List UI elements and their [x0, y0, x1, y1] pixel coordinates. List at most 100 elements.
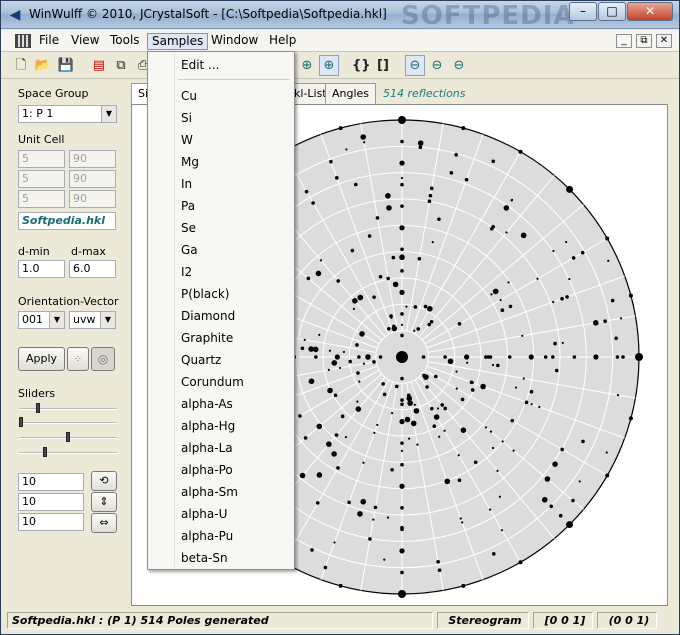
menu-window[interactable]: Window — [211, 33, 259, 47]
space-group-select[interactable]: 1: P 1 ▼ — [18, 105, 117, 123]
samples-menu-item[interactable]: Mg — [181, 155, 199, 169]
grid-dots-button[interactable]: ⁘ — [67, 347, 89, 371]
open-folder-icon[interactable]: 📂 — [34, 58, 52, 73]
samples-menu-item[interactable]: In — [181, 177, 193, 191]
rotate-button[interactable]: ⟲ — [91, 471, 117, 491]
unit-cell-beta[interactable]: 90 — [69, 170, 116, 188]
slider-track[interactable] — [19, 432, 117, 442]
step-input-2[interactable]: 10 — [18, 493, 84, 511]
samples-menu-item[interactable]: Diamond — [181, 309, 236, 323]
samples-menu-item[interactable]: Pa — [181, 199, 196, 213]
chevron-down-icon[interactable]: ▼ — [49, 312, 64, 328]
tilt-vertical-button[interactable]: ⇕ — [91, 492, 117, 512]
document-icon[interactable] — [15, 34, 31, 48]
mdi-minimize-button[interactable]: _ — [616, 34, 632, 48]
globe-icon[interactable]: ⊕ — [301, 58, 313, 73]
apply-button[interactable]: Apply — [18, 347, 65, 371]
unit-cell-gamma[interactable]: 90 — [69, 190, 116, 208]
samples-menu-item[interactable]: alpha-Po — [181, 463, 233, 477]
close-button[interactable]: ✕ — [627, 2, 673, 21]
step-input-1[interactable]: 10 — [18, 473, 84, 491]
samples-menu-item[interactable]: Corundum — [181, 375, 244, 389]
hemisphere-equator-icon[interactable]: ⊖ — [431, 58, 443, 73]
samples-menu-item[interactable]: Si — [181, 111, 192, 125]
unit-cell-a[interactable]: 5 — [18, 150, 65, 168]
pole — [315, 270, 322, 277]
unit-cell-alpha[interactable]: 90 — [69, 150, 116, 168]
samples-menu-item[interactable]: Edit ... — [181, 58, 220, 72]
slider-thumb[interactable] — [42, 447, 47, 457]
chevron-down-icon[interactable]: ▼ — [101, 106, 116, 122]
samples-menu-item[interactable]: Cu — [181, 89, 197, 103]
samples-menu-item[interactable]: Graphite — [181, 331, 234, 345]
dmax-input[interactable]: 6.0 — [69, 260, 116, 278]
pole — [319, 259, 322, 262]
unit-cell-b[interactable]: 5 — [18, 170, 65, 188]
samples-menu-item[interactable]: alpha-U — [181, 507, 228, 521]
pole — [413, 305, 418, 309]
pole — [399, 225, 405, 231]
pole — [336, 279, 340, 283]
hemisphere-upper-icon[interactable]: ⊖ — [405, 55, 425, 76]
maximize-button[interactable]: □ — [598, 2, 626, 21]
orientation-type-value: uvw — [73, 313, 96, 326]
samples-menu-item[interactable]: I2 — [181, 265, 193, 279]
samples-menu-item[interactable]: alpha-La — [181, 441, 233, 455]
pole — [385, 192, 391, 199]
menu-samples[interactable]: Samples — [147, 33, 209, 50]
index-brackets-icon[interactable]: [] — [377, 58, 389, 73]
pdf-icon[interactable]: ▤ — [92, 58, 106, 73]
samples-menu-item[interactable]: beta-Sn — [181, 551, 228, 565]
unit-cell-c[interactable]: 5 — [18, 190, 65, 208]
dmin-input[interactable]: 1.0 — [18, 260, 65, 278]
samples-menu-item[interactable]: alpha-Hg — [181, 419, 236, 433]
orientation-type-select[interactable]: uvw ▼ — [69, 311, 116, 329]
net-spoke — [360, 123, 398, 332]
pole — [386, 516, 390, 519]
hemisphere-lower-icon[interactable]: ⊖ — [453, 58, 465, 73]
samples-menu-item[interactable]: Ga — [181, 243, 198, 257]
samples-menu-item[interactable]: P(black) — [181, 287, 230, 301]
menu-view[interactable]: View — [71, 33, 100, 47]
title-bar[interactable]: ◀ WinWulff © 2010, JCrystalSoft - [C:\So… — [1, 1, 679, 31]
tilt-horizontal-button[interactable]: ⇔ — [91, 513, 117, 533]
globe-alt-icon[interactable]: ⊕ — [319, 55, 339, 76]
copy-icon[interactable]: ⧉ — [116, 58, 126, 73]
slider-track[interactable] — [19, 447, 117, 457]
orientation-vector-select[interactable]: 001 ▼ — [18, 311, 65, 329]
pattern-button[interactable]: ◎ — [91, 347, 115, 371]
mdi-close-button[interactable]: ✕ — [656, 34, 672, 48]
samples-menu-item[interactable]: Quartz — [181, 353, 222, 367]
menu-tools[interactable]: Tools — [110, 33, 140, 47]
pole — [499, 298, 502, 302]
tab-hkl-list[interactable]: kl-List — [287, 83, 334, 104]
pole — [430, 406, 434, 411]
samples-menu-item[interactable]: Se — [181, 221, 196, 235]
slider-track[interactable] — [19, 417, 117, 427]
menu-file[interactable]: File — [39, 33, 60, 47]
samples-menu-item[interactable]: W — [181, 133, 193, 147]
slider-thumb[interactable] — [66, 432, 70, 442]
print-icon[interactable]: ⎙ — [137, 58, 149, 73]
new-file-icon[interactable]: 🗋 — [15, 58, 27, 73]
step-input-3[interactable]: 10 — [18, 513, 84, 531]
samples-menu-item[interactable]: alpha-As — [181, 397, 233, 411]
pole — [553, 341, 557, 346]
save-icon[interactable]: 💾 — [57, 58, 75, 73]
tab-angles[interactable]: Angles — [325, 83, 377, 104]
samples-menu-item[interactable]: alpha-Pu — [181, 529, 234, 543]
pole — [520, 232, 527, 239]
pole — [434, 374, 438, 379]
pole-rim — [398, 590, 406, 598]
slider-track[interactable] — [19, 403, 117, 413]
mdi-restore-button[interactable]: ⧉ — [636, 34, 652, 48]
samples-menu-item[interactable]: alpha-Sm — [181, 485, 238, 499]
index-braces-icon[interactable]: {} — [352, 58, 371, 73]
sliders-label: Sliders — [18, 387, 56, 400]
menu-help[interactable]: Help — [269, 33, 297, 47]
pole — [353, 182, 358, 187]
minimize-button[interactable]: – — [569, 2, 597, 21]
chevron-down-icon[interactable]: ▼ — [100, 312, 115, 328]
slider-thumb[interactable] — [35, 403, 40, 413]
slider-thumb[interactable] — [19, 417, 23, 427]
